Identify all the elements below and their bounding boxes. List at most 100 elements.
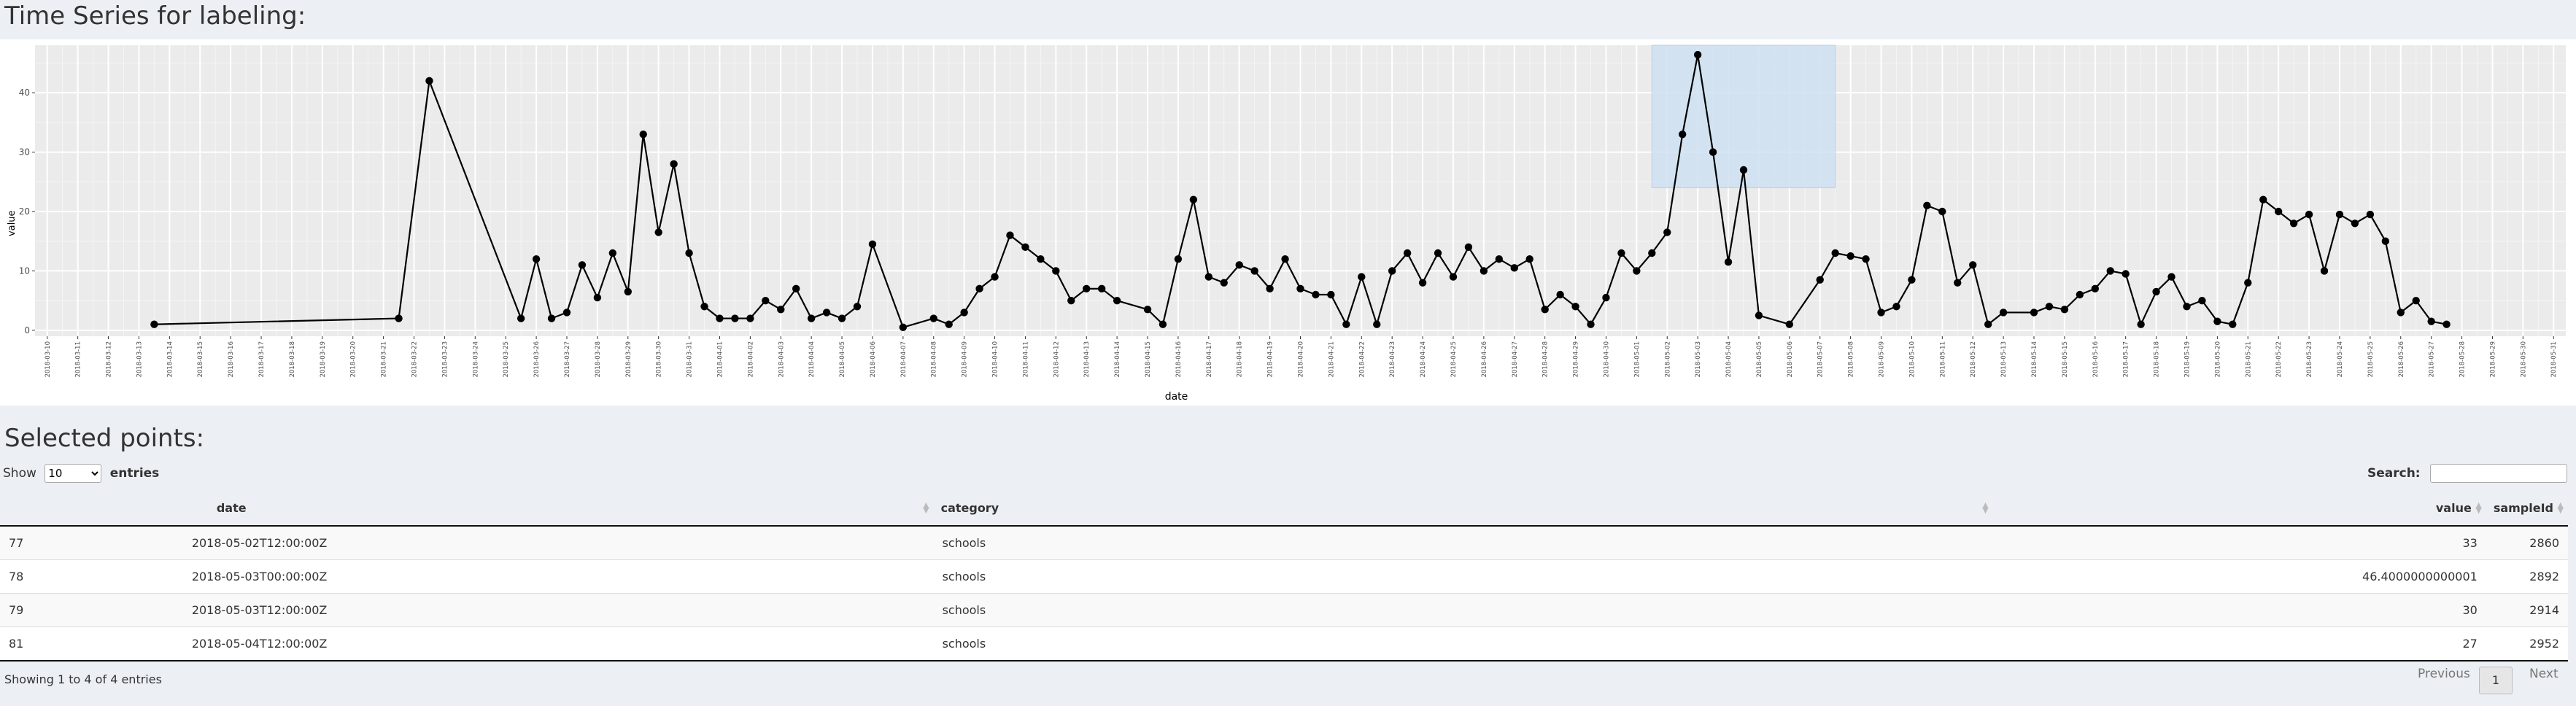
table-row[interactable]: 77 2018-05-02T12:00:00Z schools 33 2860: [0, 525, 2568, 560]
data-point[interactable]: [1525, 255, 1533, 263]
data-point[interactable]: [929, 314, 937, 322]
data-point[interactable]: [716, 314, 724, 322]
data-point[interactable]: [2320, 267, 2329, 275]
table-row[interactable]: 79 2018-05-03T12:00:00Z schools 30 2914: [0, 593, 2568, 627]
data-point[interactable]: [1495, 255, 1504, 263]
data-point[interactable]: [2412, 296, 2420, 305]
data-point[interactable]: [2427, 317, 2435, 325]
next-page-button[interactable]: Next: [2529, 667, 2558, 681]
data-point[interactable]: [1449, 273, 1458, 281]
data-point[interactable]: [2229, 320, 2237, 328]
data-point[interactable]: [945, 320, 953, 328]
data-point[interactable]: [868, 240, 877, 248]
data-point[interactable]: [2335, 210, 2344, 219]
data-point[interactable]: [1633, 267, 1641, 275]
data-point[interactable]: [1327, 290, 1335, 299]
data-point[interactable]: [1143, 306, 1152, 314]
data-point[interactable]: [1877, 309, 1885, 317]
data-point[interactable]: [2060, 306, 2069, 314]
data-point[interactable]: [593, 293, 602, 302]
data-point[interactable]: [1204, 273, 1213, 281]
data-point[interactable]: [1755, 311, 1763, 319]
data-point[interactable]: [1373, 320, 1381, 328]
data-point[interactable]: [1510, 264, 1518, 272]
data-point[interactable]: [1403, 249, 1412, 257]
data-point[interactable]: [1434, 249, 1442, 257]
data-point[interactable]: [2381, 237, 2390, 245]
data-point[interactable]: [532, 255, 541, 263]
data-point[interactable]: [1984, 320, 1992, 328]
data-point[interactable]: [1067, 296, 1075, 305]
data-point[interactable]: [1663, 228, 1671, 236]
data-point[interactable]: [1296, 284, 1304, 293]
data-point[interactable]: [1831, 249, 1839, 257]
data-point[interactable]: [777, 306, 785, 314]
data-point[interactable]: [1693, 50, 1702, 59]
data-point[interactable]: [1846, 252, 1854, 260]
data-point[interactable]: [562, 309, 571, 317]
data-point[interactable]: [150, 320, 158, 328]
data-point[interactable]: [746, 314, 754, 322]
table-row[interactable]: 78 2018-05-03T00:00:00Z schools 46.40000…: [0, 559, 2568, 594]
data-point[interactable]: [1556, 290, 1564, 299]
data-point[interactable]: [1281, 255, 1289, 263]
table-row[interactable]: 81 2018-05-04T12:00:00Z schools 27 2952: [0, 627, 2568, 662]
data-point[interactable]: [1006, 231, 1014, 239]
data-point[interactable]: [2289, 220, 2298, 228]
data-point[interactable]: [1189, 195, 1198, 203]
data-point[interactable]: [1220, 279, 1228, 287]
data-point[interactable]: [2274, 207, 2283, 216]
data-point[interactable]: [1709, 148, 1717, 156]
data-point[interactable]: [2351, 220, 2359, 228]
data-point[interactable]: [2152, 287, 2160, 296]
data-point[interactable]: [1159, 320, 1167, 328]
data-point[interactable]: [1892, 303, 1900, 311]
data-point[interactable]: [2183, 303, 2191, 311]
data-point[interactable]: [2305, 210, 2313, 219]
data-point[interactable]: [700, 303, 708, 311]
data-point[interactable]: [608, 249, 617, 257]
data-point[interactable]: [2213, 317, 2221, 325]
data-point[interactable]: [2045, 303, 2054, 311]
data-point[interactable]: [2091, 284, 2099, 293]
data-point[interactable]: [960, 309, 968, 317]
data-point[interactable]: [654, 228, 662, 236]
data-point[interactable]: [1617, 249, 1625, 257]
data-point[interactable]: [1862, 255, 1870, 263]
data-point[interactable]: [1358, 273, 1366, 281]
data-point[interactable]: [624, 287, 632, 296]
data-point[interactable]: [1388, 267, 1396, 275]
data-point[interactable]: [2076, 290, 2084, 299]
category-column-header[interactable]: category ▲ ▼: [933, 490, 1993, 527]
data-point[interactable]: [1480, 267, 1488, 275]
data-point[interactable]: [547, 314, 556, 322]
previous-page-button[interactable]: Previous: [2418, 667, 2470, 681]
data-point[interactable]: [1785, 320, 1794, 328]
data-point[interactable]: [822, 309, 831, 317]
data-point[interactable]: [1954, 279, 1962, 287]
time-series-plot[interactable]: 0 10 20 30 40 2018-03-10 2018-03-11 2018-03-12 2…: [0, 39, 2576, 406]
time-series-chart[interactable]: 0 10 20 30 40 2018-03-10 2018-03-11 2018-03-12 2…: [0, 39, 2576, 406]
data-point[interactable]: [762, 296, 770, 305]
data-point[interactable]: [1235, 261, 1243, 269]
data-point[interactable]: [2030, 309, 2038, 317]
data-point[interactable]: [2397, 309, 2405, 317]
data-point[interactable]: [1037, 255, 1045, 263]
data-point[interactable]: [2121, 270, 2130, 278]
data-point[interactable]: [1312, 290, 1320, 299]
data-point[interactable]: [425, 77, 433, 85]
data-point[interactable]: [991, 273, 999, 281]
data-point[interactable]: [2366, 210, 2375, 219]
data-point[interactable]: [838, 314, 846, 322]
data-point[interactable]: [1418, 279, 1427, 287]
data-point[interactable]: [975, 284, 983, 293]
value-column-header[interactable]: value ▲ ▼: [1992, 490, 2486, 527]
data-point[interactable]: [1541, 306, 1549, 314]
data-point[interactable]: [1938, 207, 1946, 216]
data-point[interactable]: [2442, 320, 2451, 328]
search-input[interactable]: [2430, 464, 2567, 483]
data-point[interactable]: [1602, 293, 1610, 302]
page-1-button[interactable]: 1: [2479, 667, 2513, 694]
data-point[interactable]: [2244, 279, 2252, 287]
data-point[interactable]: [670, 160, 678, 168]
